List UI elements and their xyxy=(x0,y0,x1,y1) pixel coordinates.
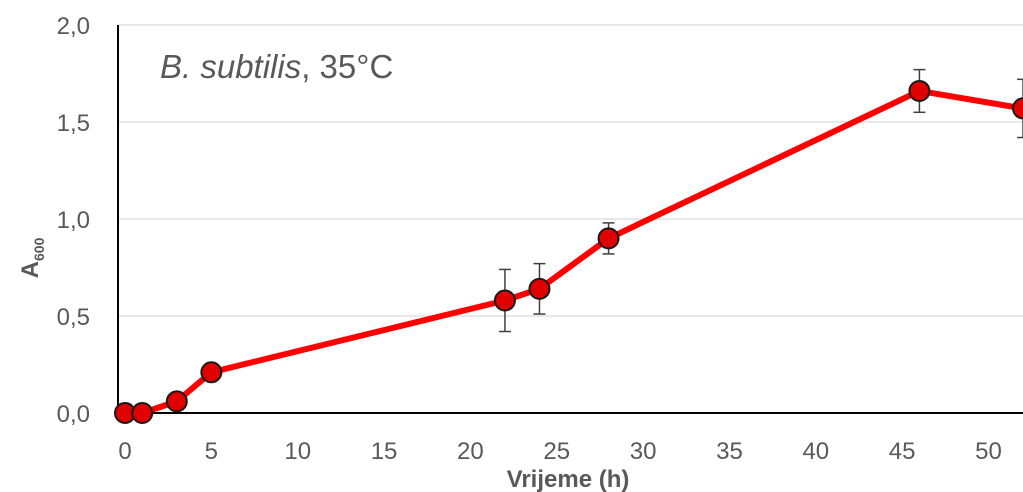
x-tick-labels: 0 5 10 15 20 25 30 35 40 45 50 xyxy=(118,438,1002,465)
x-axis-title: Vrijeme (h) xyxy=(507,466,630,492)
x-tick-label: 45 xyxy=(889,438,916,465)
data-points xyxy=(114,79,1023,424)
y-tick-label: 1,0 xyxy=(57,207,90,234)
data-point xyxy=(597,227,620,250)
data-point xyxy=(908,79,931,102)
data-point xyxy=(493,289,516,312)
x-tick-label: 20 xyxy=(457,438,484,465)
data-point xyxy=(1012,97,1023,120)
x-tick-label: 25 xyxy=(543,438,570,465)
y-tick-label: 2,0 xyxy=(57,13,90,40)
series-line-path xyxy=(122,87,1023,416)
y-axis-title-main: A xyxy=(17,261,44,278)
data-point xyxy=(131,402,154,424)
series-line xyxy=(122,87,1023,416)
x-tick-label: 15 xyxy=(371,438,398,465)
chart-title-italic: B. subtilis xyxy=(160,48,301,85)
y-axis-title-subscript: 600 xyxy=(31,237,47,261)
x-tick-label: 50 xyxy=(975,438,1002,465)
chart-title: B. subtilis, 35°C xyxy=(160,48,393,85)
y-tick-label: 1,5 xyxy=(57,110,90,137)
x-tick-label: 0 xyxy=(118,438,131,465)
axes xyxy=(117,25,1023,414)
x-tick-label: 35 xyxy=(716,438,743,465)
svg-text:A600: A600 xyxy=(17,237,47,278)
chart-title-rest: , 35°C xyxy=(301,48,393,85)
y-axis-title: A600 xyxy=(17,237,47,278)
data-point xyxy=(200,361,223,384)
x-tick-label: 10 xyxy=(284,438,311,465)
y-tick-label: 0,5 xyxy=(57,304,90,331)
data-point xyxy=(165,390,188,413)
y-tick-labels: 0,0 0,5 1,0 1,5 2,0 xyxy=(57,13,90,428)
y-tick-label: 0,0 xyxy=(57,401,90,428)
grid-lines xyxy=(118,24,1023,317)
x-tick-label: 40 xyxy=(802,438,829,465)
x-tick-label: 5 xyxy=(205,438,218,465)
error-bars xyxy=(498,68,1023,333)
x-tick-label: 30 xyxy=(630,438,657,465)
data-point xyxy=(528,277,551,300)
